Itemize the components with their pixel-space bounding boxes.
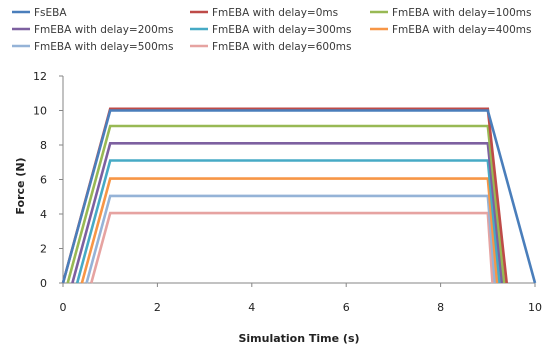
plot-area <box>61 76 537 284</box>
y-axis-ticks: 0 2 4 6 8 10 12 <box>33 70 63 290</box>
y-tick-label: 0 <box>40 277 47 290</box>
chart-legend: FsEBA FmEBA with delay=0ms FmEBA with dela… <box>12 7 531 53</box>
legend-entry: FmEBA with delay=100ms <box>370 7 531 19</box>
y-tick-label: 6 <box>40 174 47 187</box>
y-axis-title: Force (N) <box>14 157 27 214</box>
series-line-6 <box>85 194 497 284</box>
x-tick-label: 2 <box>154 301 161 314</box>
x-tick-label: 6 <box>343 301 350 314</box>
legend-entry: FmEBA with delay=600ms <box>190 41 351 53</box>
legend-entry: FmEBA with delay=200ms <box>12 24 173 36</box>
x-axis-title: Simulation Time (s) <box>238 332 359 345</box>
y-tick-label: 12 <box>33 70 47 83</box>
legend-label: FmEBA with delay=100ms <box>392 7 531 19</box>
x-axis-ticks: 0 2 4 6 8 10 <box>60 283 542 314</box>
series-line-5 <box>80 177 499 284</box>
legend-label: FmEBA with delay=200ms <box>34 24 173 36</box>
series-line-0 <box>61 109 537 284</box>
y-tick-label: 2 <box>40 243 47 256</box>
y-tick-label: 8 <box>40 139 47 152</box>
legend-entry: FmEBA with delay=500ms <box>12 41 173 53</box>
legend-entry: FmEBA with delay=400ms <box>370 24 531 36</box>
series-line-3 <box>71 142 504 284</box>
series-line-2 <box>66 124 506 284</box>
y-tick-label: 4 <box>40 208 47 221</box>
series-line-4 <box>75 159 501 284</box>
legend-label: FmEBA with delay=600ms <box>212 41 351 53</box>
legend-label: FmEBA with delay=500ms <box>34 41 173 53</box>
legend-entry: FmEBA with delay=300ms <box>190 24 351 36</box>
legend-label: FmEBA with delay=300ms <box>212 24 351 36</box>
x-tick-label: 8 <box>437 301 444 314</box>
legend-label: FmEBA with delay=400ms <box>392 24 531 36</box>
x-tick-label: 4 <box>248 301 255 314</box>
legend-label: FmEBA with delay=0ms <box>212 7 338 19</box>
x-tick-label: 0 <box>60 301 67 314</box>
legend-entry: FmEBA with delay=0ms <box>190 7 338 19</box>
legend-entry: FsEBA <box>12 7 67 19</box>
x-tick-label: 10 <box>528 301 542 314</box>
legend-label: FsEBA <box>34 7 67 19</box>
y-tick-label: 10 <box>33 105 47 118</box>
series-line-7 <box>90 211 494 284</box>
